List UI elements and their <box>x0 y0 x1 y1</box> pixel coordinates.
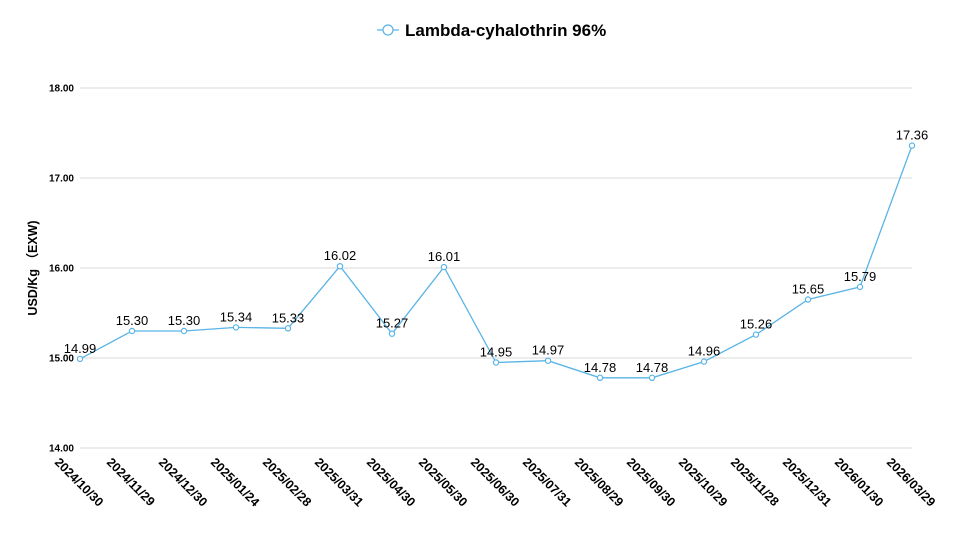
data-label: 16.02 <box>324 248 357 263</box>
data-label: 15.65 <box>792 282 825 297</box>
data-label: 14.97 <box>532 343 565 358</box>
data-point <box>128 327 136 335</box>
x-tick-label: 2025/11/28 <box>728 455 782 509</box>
data-point <box>648 374 656 381</box>
data-point <box>440 263 448 271</box>
data-label: 14.95 <box>480 345 513 360</box>
data-point <box>700 358 708 365</box>
data-label: 14.78 <box>636 360 669 375</box>
y-axis-ticks: 14.00 15.00 16.00 17.00 18.00 <box>49 84 74 455</box>
y-axis-label: USD/Kg （EXW) <box>25 220 40 315</box>
data-label: 14.96 <box>688 344 721 359</box>
x-tick-label: 2025/03/31 <box>312 455 366 509</box>
x-tick-label: 2025/06/30 <box>468 455 522 509</box>
data-point <box>908 142 916 149</box>
data-label: 15.27 <box>376 316 409 331</box>
data-point <box>180 327 188 335</box>
data-label: 15.34 <box>220 309 253 324</box>
legend-label: Lambda-cyhalothrin 96% <box>405 21 606 40</box>
data-point <box>336 263 344 270</box>
x-tick-label: 2025/04/30 <box>364 455 418 509</box>
x-tick-label: 2025/05/30 <box>416 455 470 509</box>
x-tick-label: 2024/10/30 <box>52 455 106 509</box>
data-point <box>596 374 604 381</box>
legend: Lambda-cyhalothrin 96% <box>377 21 606 40</box>
data-point <box>232 324 240 331</box>
y-tick-label: 17.00 <box>49 174 74 185</box>
x-tick-label: 2025/02/28 <box>260 455 314 509</box>
series-lambda-cyhalothrin: 14.99 15.30 15.30 15.34 15.33 16.02 15.27 16.01… <box>64 128 929 381</box>
x-tick-label: 2025/12/31 <box>780 455 834 509</box>
x-tick-label: 2025/09/30 <box>624 455 678 509</box>
data-label: 15.26 <box>740 317 773 332</box>
x-axis-ticks: 2024/10/302024/11/292024/12/302025/01/24… <box>52 455 938 509</box>
data-point <box>804 296 812 303</box>
data-point <box>388 330 396 337</box>
data-point <box>544 357 552 364</box>
data-label: 15.30 <box>168 313 201 328</box>
x-tick-label: 2025/10/29 <box>676 455 730 509</box>
data-label: 16.01 <box>428 249 461 264</box>
x-tick-label: 2025/08/29 <box>572 455 626 509</box>
data-label: 17.36 <box>896 128 929 143</box>
y-tick-label: 14.00 <box>49 444 74 455</box>
x-tick-label: 2025/07/31 <box>520 455 574 509</box>
y-tick-label: 16.00 <box>49 264 74 275</box>
data-point <box>752 331 760 338</box>
y-tick-label: 18.00 <box>49 84 74 95</box>
data-point <box>856 283 864 291</box>
data-point <box>76 355 84 363</box>
x-tick-label: 2025/01/24 <box>208 455 262 509</box>
data-point <box>492 359 500 366</box>
x-tick-label: 2024/11/29 <box>104 455 158 509</box>
data-label: 14.78 <box>584 360 617 375</box>
x-tick-label: 2026/01/30 <box>832 455 886 509</box>
series-line <box>79 145 913 379</box>
legend-point-marker <box>382 24 394 36</box>
data-points <box>76 142 916 381</box>
data-label: 15.33 <box>272 310 305 325</box>
data-point <box>284 325 292 332</box>
data-labels: 14.99 15.30 15.30 15.34 15.33 16.02 15.27 16.01… <box>64 128 929 375</box>
gridlines <box>80 87 912 449</box>
x-tick-label: 2026/03/29 <box>884 455 938 509</box>
data-label: 15.79 <box>844 269 877 284</box>
data-label: 14.99 <box>64 341 97 356</box>
y-tick-label: 15.00 <box>49 354 74 365</box>
data-label: 15.30 <box>116 313 149 328</box>
x-tick-label: 2024/12/30 <box>156 455 210 509</box>
